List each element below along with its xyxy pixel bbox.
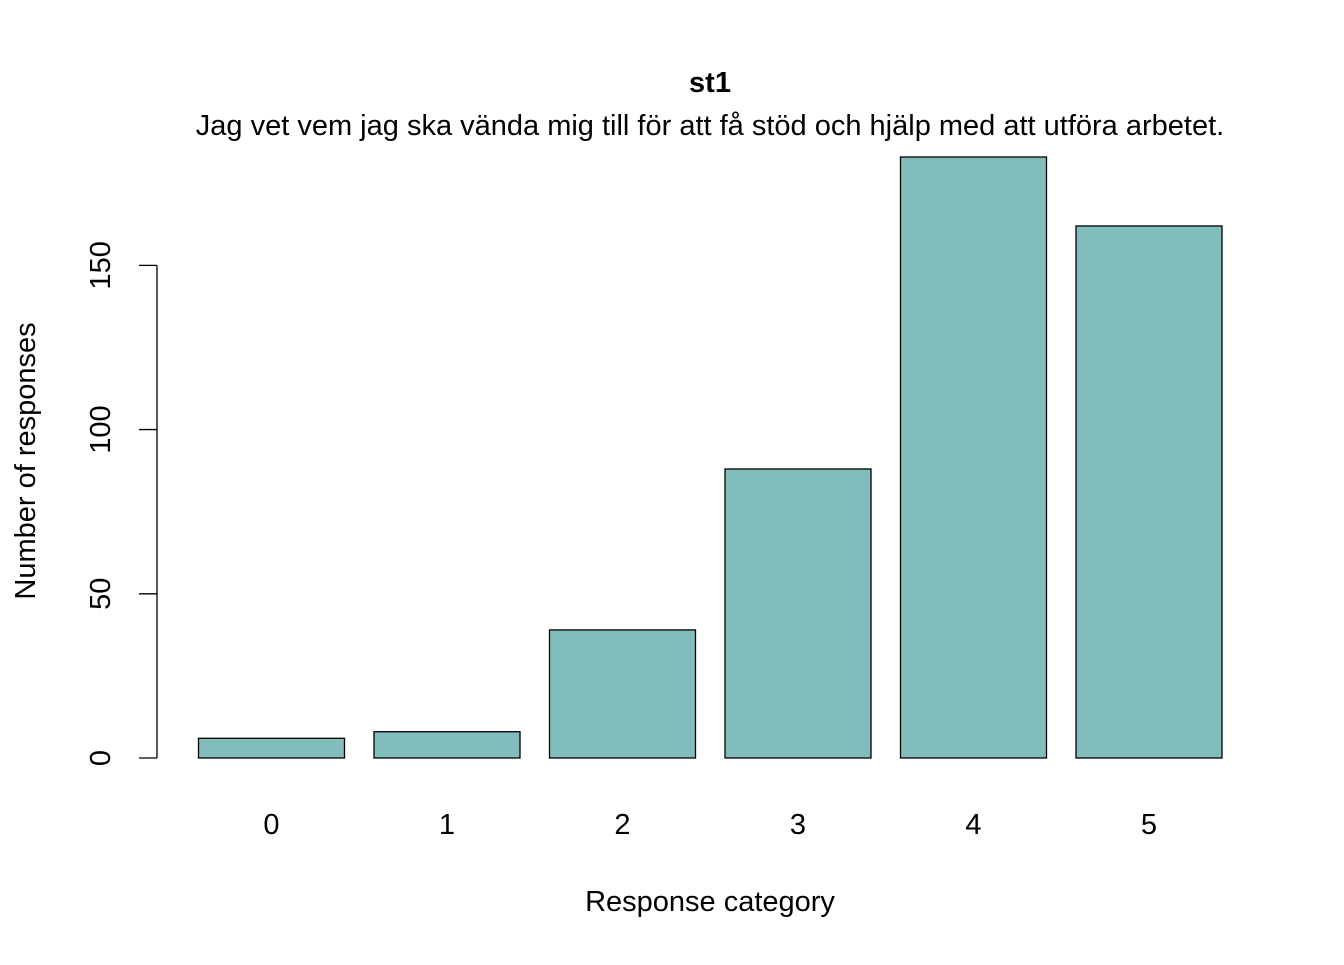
bars-group [197,156,1223,759]
x-tick-label: 4 [965,809,981,841]
x-tick-label: 3 [790,809,806,841]
x-tick-label: 5 [1141,809,1157,841]
x-axis-label: Response category [585,886,835,918]
y-axis: 0 50 100 150 [85,241,158,766]
chart-subtitle: Jag vet vem jag ska vända mig till för a… [196,110,1224,142]
bar-2 [548,629,697,759]
y-tick-label: 0 [85,750,117,766]
x-tick-labels: 0 1 2 3 4 5 [263,809,1157,841]
x-tick-label: 1 [439,809,455,841]
y-tick-label: 100 [85,405,117,453]
x-tick-label: 2 [614,809,630,841]
y-tick-label: 50 [85,578,117,610]
bar-3 [724,468,872,759]
bar-5 [1075,225,1223,759]
chart-title: st1 [689,67,731,99]
bar-1 [373,731,521,759]
bar-4 [899,156,1048,759]
y-tick-label: 150 [85,241,117,289]
bar-0 [197,737,346,759]
x-tick-label: 0 [263,809,279,841]
y-axis-label: Number of responses [10,322,42,599]
